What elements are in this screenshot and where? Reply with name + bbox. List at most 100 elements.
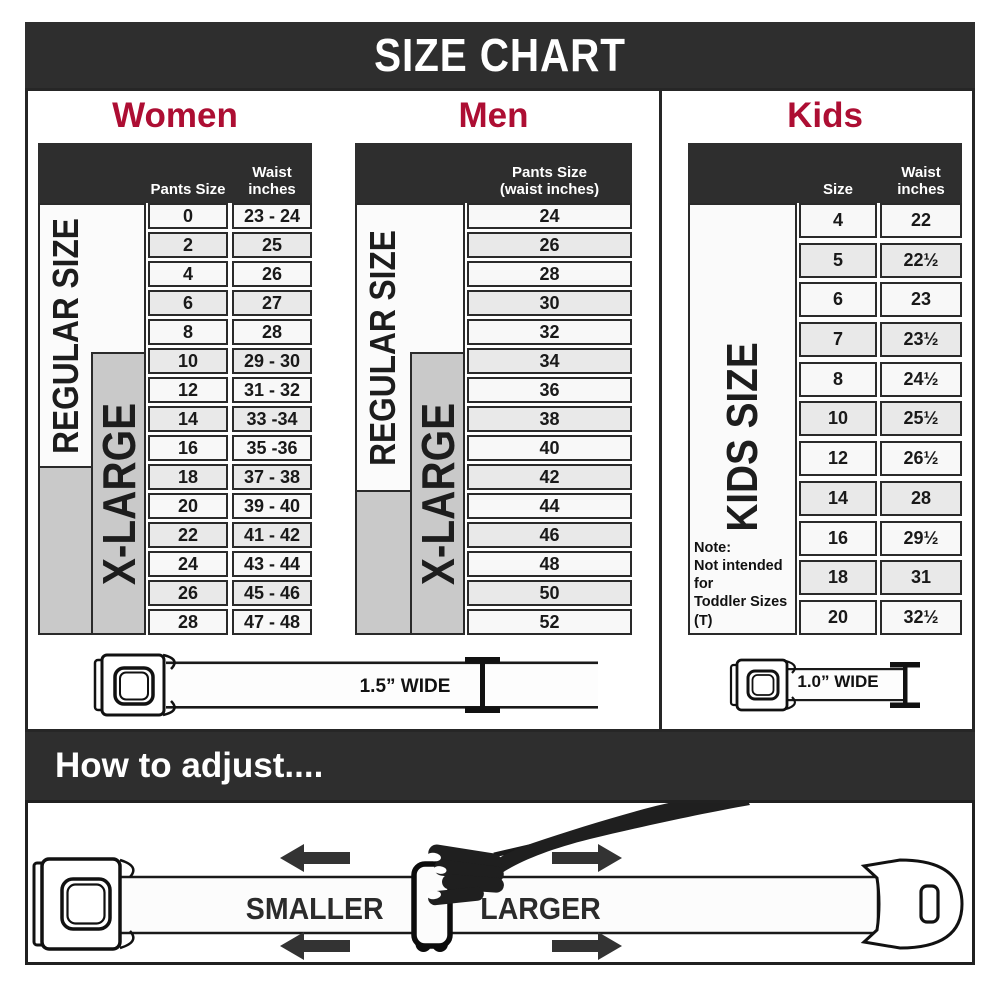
women-waist-cell: 47 - 48 xyxy=(232,609,312,635)
men-table-header: Pants Size (waist inches) xyxy=(355,143,632,203)
women-pants-cell: 24 xyxy=(148,551,228,577)
women-pants-cell: 14 xyxy=(148,406,228,432)
women-waist-cell: 29 - 30 xyxy=(232,348,312,374)
kids-belt-illustration xyxy=(729,658,920,712)
men-size-cell: 26 xyxy=(467,232,632,258)
adult-width-marker xyxy=(480,659,485,711)
kids-size-cell: 6 xyxy=(799,282,877,318)
kids-size-cell: 14 xyxy=(799,480,877,516)
kids-waist-cell: 25½ xyxy=(880,401,962,437)
men-pants-size-column: 24 26 28 30 32 34 36 38 40 42 44 46 48 5… xyxy=(467,203,632,635)
women-pants-cell: 16 xyxy=(148,435,228,461)
men-size-cell: 38 xyxy=(467,406,632,432)
women-pants-cell: 26 xyxy=(148,580,228,606)
adult-belt-illustration xyxy=(93,653,598,717)
how-to-adjust-title: How to adjust.... xyxy=(55,746,324,785)
kids-size-label-wrap: KIDS SIZE xyxy=(688,238,797,635)
men-size-cell: 24 xyxy=(467,203,632,229)
women-waist-cell: 23 - 24 xyxy=(232,203,312,229)
kids-size-column: 4 5 6 7 8 10 12 14 16 18 20 xyxy=(799,203,877,635)
women-waist-cell: 43 - 44 xyxy=(232,551,312,577)
how-to-adjust-bar: How to adjust.... xyxy=(25,732,975,800)
women-waist-cell: 45 - 46 xyxy=(232,580,312,606)
women-pants-cell: 28 xyxy=(148,609,228,635)
kids-buckle-ring xyxy=(746,669,780,701)
smaller-arrows xyxy=(280,844,350,960)
men-size-cell: 36 xyxy=(467,377,632,403)
men-size-cell: 42 xyxy=(467,464,632,490)
men-xlarge-label-wrap: X-LARGE xyxy=(410,352,465,635)
belt-slider xyxy=(411,861,453,949)
men-size-cell: 46 xyxy=(467,522,632,548)
women-waist-cell: 33 -34 xyxy=(232,406,312,432)
women-pants-cell: 4 xyxy=(148,261,228,287)
women-pants-cell: 22 xyxy=(148,522,228,548)
kids-size-header: Size xyxy=(822,180,853,198)
women-waist-header: Waist inches xyxy=(248,163,296,198)
buckle-ring xyxy=(60,877,112,931)
kids-note-line2: Not intended for xyxy=(694,557,783,593)
men-size-cell: 40 xyxy=(467,435,632,461)
women-waist-column: 23 - 24 25 26 27 28 29 - 30 31 - 32 33 -… xyxy=(232,203,312,635)
women-pants-cell: 2 xyxy=(148,232,228,258)
panel-divider xyxy=(659,88,662,732)
kids-width-marker xyxy=(903,664,908,706)
adult-belt-width-label: 1.5” WIDE xyxy=(359,676,451,697)
kids-waist-cell: 29½ xyxy=(880,520,962,556)
kids-size-cell: 10 xyxy=(799,401,877,437)
adjust-illustration-panel xyxy=(25,793,975,965)
kids-waist-cell: 28 xyxy=(880,480,962,516)
kids-note: Note: Not intended for Toddler Sizes (T) xyxy=(694,539,794,630)
kids-waist-cell: 26½ xyxy=(880,441,962,477)
men-regular-size-label: REGULAR SIZE xyxy=(362,230,403,466)
men-size-cell: 34 xyxy=(467,348,632,374)
women-waist-cell: 27 xyxy=(232,290,312,316)
women-waist-cell: 37 - 38 xyxy=(232,464,312,490)
women-pants-cell: 0 xyxy=(148,203,228,229)
adult-buckle-ring xyxy=(113,666,155,706)
kids-waist-cell: 22 xyxy=(880,203,962,238)
women-regular-size-label: REGULAR SIZE xyxy=(44,218,86,454)
kids-section-title: Kids xyxy=(787,96,863,135)
kids-waist-column: 22 22½ 23 23½ 24½ 25½ 26½ 28 29½ 31 32½ xyxy=(880,203,962,635)
men-size-cell: 44 xyxy=(467,493,632,519)
women-xlarge-label-wrap: X-LARGE xyxy=(91,352,146,635)
women-pants-cell: 6 xyxy=(148,290,228,316)
kids-waist-cell: 31 xyxy=(880,560,962,596)
kids-belt-width-label: 1.0” WIDE xyxy=(797,672,879,691)
women-pants-cell: 8 xyxy=(148,319,228,345)
women-xlarge-box-lower xyxy=(38,466,93,635)
men-size-cell: 32 xyxy=(467,319,632,345)
size-chart-banner: SIZE CHART xyxy=(25,22,975,88)
hand-illustration xyxy=(428,793,750,906)
women-pants-size-column: 0 2 4 6 8 10 12 14 16 18 20 22 24 26 28 xyxy=(148,203,228,635)
women-section-title: Women xyxy=(112,96,238,135)
women-pants-cell: 20 xyxy=(148,493,228,519)
kids-size-cell: 7 xyxy=(799,322,877,358)
kids-size-cell: 18 xyxy=(799,560,877,596)
men-section-title: Men xyxy=(458,96,529,135)
women-waist-cell: 28 xyxy=(232,319,312,345)
women-xlarge-box-strip xyxy=(91,352,146,635)
women-regular-size-label-wrap: REGULAR SIZE xyxy=(38,203,93,469)
kids-size-label: KIDS SIZE xyxy=(717,341,767,532)
women-pants-cell: 18 xyxy=(148,464,228,490)
women-waist-cell: 35 -36 xyxy=(232,435,312,461)
men-size-table: Pants Size (waist inches) REGULAR SIZE X… xyxy=(355,143,632,635)
women-pants-cell: 12 xyxy=(148,377,228,403)
men-size-cell: 28 xyxy=(467,261,632,287)
smaller-label: SMALLER xyxy=(245,891,384,926)
men-xlarge-box-strip xyxy=(410,352,465,635)
page-title: SIZE CHART xyxy=(374,29,626,81)
kids-size-cell: 12 xyxy=(799,441,877,477)
women-waist-cell: 25 xyxy=(232,232,312,258)
belt-tip xyxy=(860,858,964,950)
kids-size-cell: 16 xyxy=(799,520,877,556)
fingernails xyxy=(427,852,447,900)
kids-size-cell: 8 xyxy=(799,361,877,397)
men-size-cell: 50 xyxy=(467,580,632,606)
men-regular-size-label-wrap: REGULAR SIZE xyxy=(355,203,411,493)
men-xlarge-label: X-LARGE xyxy=(411,402,464,585)
kids-waist-header: Waist inches xyxy=(897,163,945,198)
